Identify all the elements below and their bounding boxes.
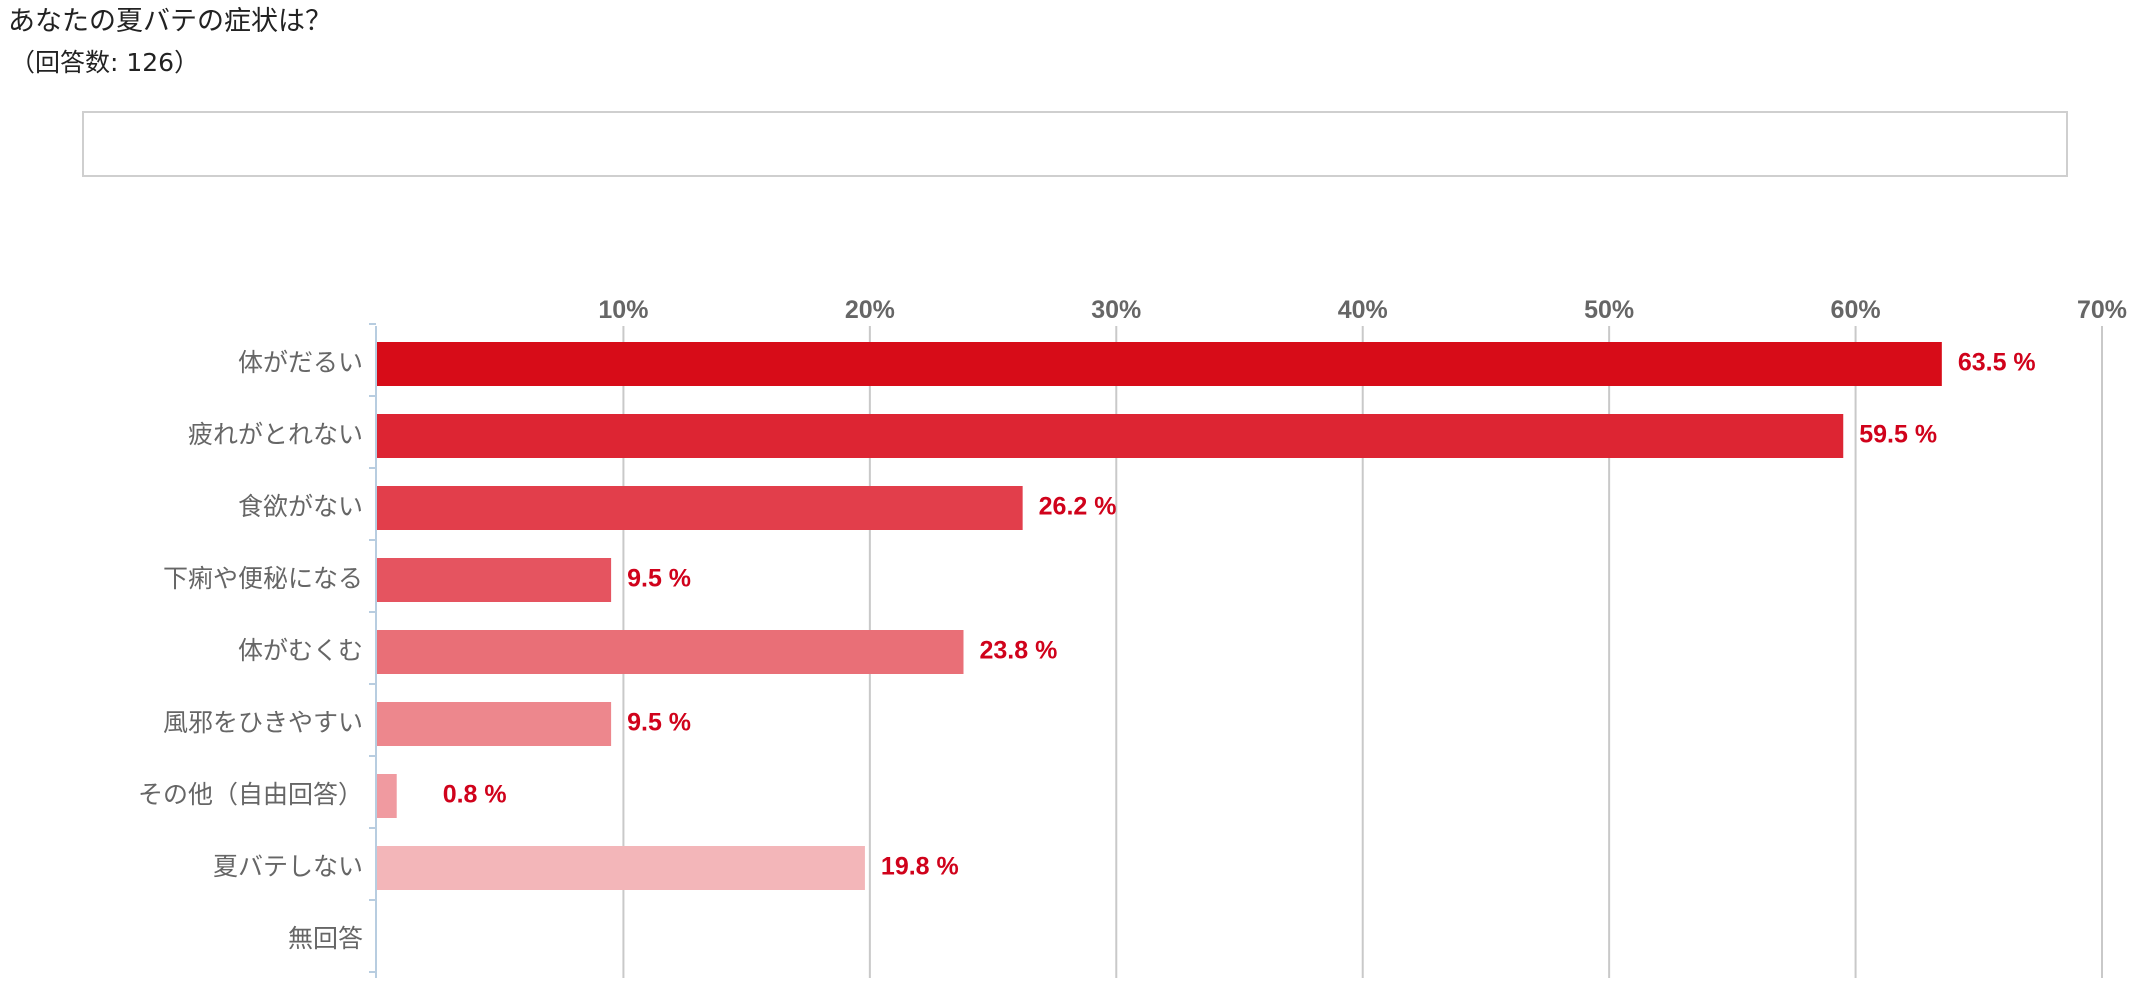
x-tick-label: 20% [845, 296, 895, 324]
x-tick-label: 30% [1091, 296, 1141, 324]
bar [377, 558, 612, 602]
x-tick-label: 70% [2077, 296, 2127, 324]
x-tick-label: 40% [1338, 296, 1388, 324]
bar [377, 414, 1844, 458]
category-label: 体がだるい [238, 348, 363, 377]
value-label: 59.5 % [1859, 421, 1937, 449]
category-label: 下痢や便秘になる [163, 564, 363, 593]
value-label: 9.5 % [627, 709, 691, 737]
category-label: 夏バテしない [213, 852, 363, 881]
empty-panel [82, 111, 2068, 177]
page-title: あなたの夏バテの症状は？ [8, 6, 332, 37]
category-label: 疲れがとれない [188, 420, 363, 449]
bar [377, 486, 1023, 530]
bar [377, 702, 612, 746]
category-label: 無回答 [288, 924, 363, 953]
value-label: 9.5 % [627, 565, 691, 593]
x-tick-label: 10% [598, 296, 648, 324]
category-label: 体がむくむ [238, 636, 363, 665]
value-label: 23.8 % [980, 637, 1058, 665]
bar [377, 774, 397, 818]
value-label: 26.2 % [1039, 493, 1117, 521]
bar [377, 630, 964, 674]
x-tick-label: 60% [1831, 296, 1881, 324]
value-label: 0.8 % [443, 781, 507, 809]
category-label: 食欲がない [238, 492, 363, 521]
bar [377, 342, 1942, 386]
value-label: 19.8 % [881, 853, 959, 881]
category-label: 風邪をひきやすい [163, 708, 363, 737]
category-label: その他（自由回答） [138, 780, 363, 809]
x-tick-label: 50% [1584, 296, 1634, 324]
value-label: 63.5 % [1958, 349, 2036, 377]
respondent-count: （回答数: 126） [10, 48, 200, 77]
bar [377, 846, 865, 890]
